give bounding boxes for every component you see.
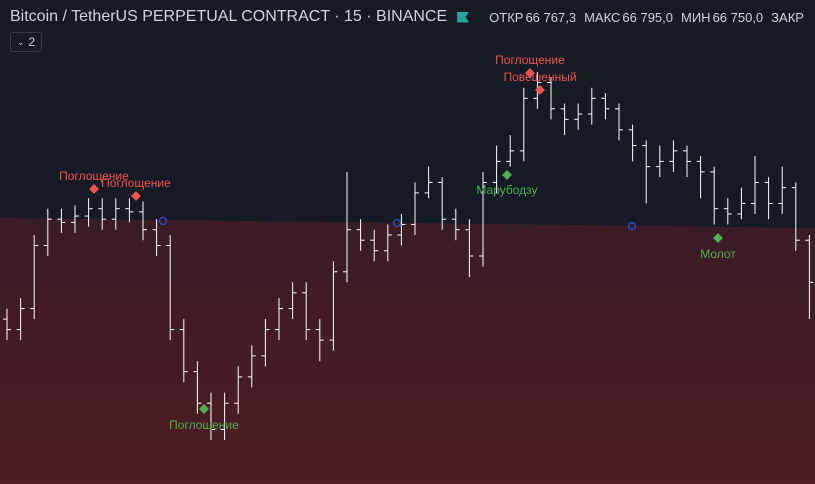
ohlc-label: ОТКР bbox=[489, 9, 524, 25]
ohlc-value: 66 750,0 bbox=[712, 9, 764, 25]
symbol: Bitcoin / TetherUS PERPETUAL CONTRACT · … bbox=[10, 8, 448, 25]
ohlc-label: МАКС bbox=[584, 9, 621, 25]
zone bbox=[0, 218, 815, 484]
ohlc-label: ЗАКР bbox=[771, 9, 804, 25]
pattern-marker bbox=[199, 404, 209, 414]
pattern-marker bbox=[502, 170, 512, 180]
pattern-marker bbox=[131, 191, 141, 201]
ohlc-label: МИН bbox=[681, 9, 711, 25]
pattern-marker bbox=[89, 184, 99, 194]
indicator-toggle[interactable]: ⌄ 2 bbox=[10, 32, 42, 52]
pattern-label: Поглощение bbox=[59, 169, 129, 183]
count: 2 bbox=[28, 35, 36, 49]
pattern-label: Марубодзу bbox=[476, 183, 537, 197]
header: Bitcoin / TetherUS PERPETUAL CONTRACT · … bbox=[10, 8, 804, 26]
ohlc-value: 66 767,3 bbox=[525, 9, 577, 25]
pivot bbox=[627, 221, 637, 231]
pattern-marker bbox=[713, 233, 723, 243]
pattern-label: Поглощение bbox=[101, 176, 171, 190]
pattern-label: Поглощение bbox=[495, 53, 565, 67]
pattern-marker bbox=[535, 85, 545, 95]
pivot bbox=[392, 218, 402, 228]
pattern-label: Молот bbox=[700, 247, 736, 261]
pattern-marker bbox=[525, 68, 535, 78]
pattern-label: Повешенный bbox=[503, 70, 576, 84]
pattern-label: Поглощение bbox=[169, 418, 239, 432]
pivot bbox=[158, 216, 168, 226]
flag bbox=[457, 11, 470, 23]
ohlc-value: 66 795,0 bbox=[622, 9, 673, 25]
ohlc: ОТКР 66 767,3 МАКС 66 795,0 МИН 66 750,0 ЗАКР bbox=[481, 10, 804, 25]
